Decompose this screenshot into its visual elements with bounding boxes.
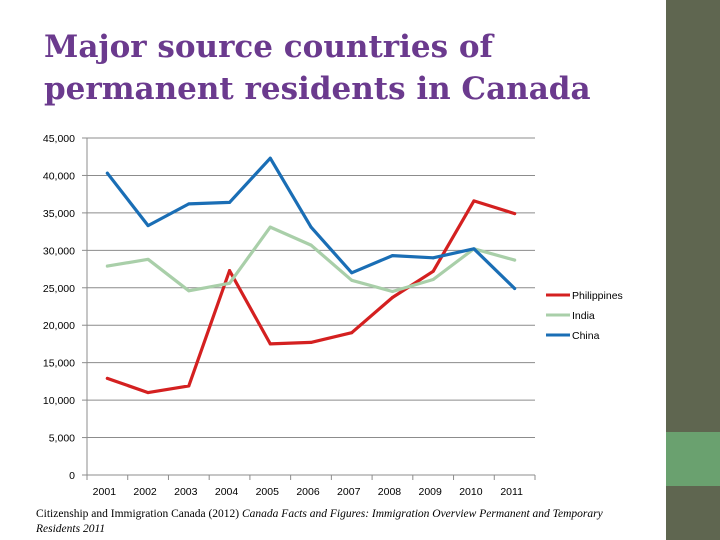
data-point-philippines [472, 199, 476, 203]
data-point-philippines [431, 269, 435, 273]
data-point-china [268, 156, 272, 160]
x-tick-label: 2003 [174, 486, 198, 498]
data-point-china [187, 202, 191, 206]
legend-label-philippines: Philippines [572, 290, 623, 302]
data-point-india [513, 258, 517, 262]
y-tick-label: 0 [69, 470, 75, 482]
x-tick-label: 2007 [337, 486, 361, 498]
data-point-china [350, 271, 354, 275]
data-point-philippines [187, 384, 191, 388]
slide-title: Major source countries of permanent resi… [44, 29, 591, 107]
x-tick-label: 2001 [93, 486, 117, 498]
x-tick-label: 2011 [500, 486, 523, 498]
x-tick-label: 2008 [378, 486, 402, 498]
series-line-china [105, 156, 517, 291]
data-point-philippines [350, 331, 354, 335]
y-tick-label: 20,000 [43, 320, 75, 332]
y-tick-label: 25,000 [43, 283, 75, 295]
data-point-philippines [105, 376, 109, 380]
series-line-philippines [105, 199, 517, 395]
line-chart: 0 5,000 10,000 15,000 20,000 25,000 30,000 35,0… [43, 133, 623, 498]
y-tick-label: 35,000 [43, 208, 75, 220]
data-point-india [228, 281, 232, 285]
data-point-india [309, 243, 313, 247]
data-point-philippines [146, 391, 150, 395]
data-point-philippines [390, 296, 394, 300]
data-point-india [431, 278, 435, 282]
y-tick-label: 30,000 [43, 245, 75, 257]
y-tick-label: 40,000 [43, 170, 75, 182]
data-point-india [268, 225, 272, 229]
x-tick-label: 2006 [296, 486, 320, 498]
x-tick-label: 2010 [459, 486, 483, 498]
data-point-china [431, 256, 435, 260]
data-point-india [146, 257, 150, 261]
citation-work: Canada Facts and Figures: Immigration Ov… [36, 508, 603, 535]
legend-label-china: China [572, 330, 600, 342]
x-tick-label: 2004 [215, 486, 239, 498]
y-tick-label: 10,000 [43, 395, 75, 407]
data-point-india [105, 264, 109, 268]
legend-label-india: India [572, 310, 595, 322]
source-citation: Citizenship and Immigration Canada (2012… [36, 507, 636, 537]
data-point-china [228, 200, 232, 204]
data-point-india [390, 290, 394, 294]
y-tick-label: 15,000 [43, 358, 75, 370]
data-point-china [513, 287, 517, 291]
data-point-china [472, 247, 476, 251]
data-point-philippines [309, 340, 313, 344]
data-point-india [187, 289, 191, 293]
data-point-philippines [268, 342, 272, 346]
x-tick-label: 2005 [256, 486, 280, 498]
data-point-china [390, 254, 394, 258]
y-tick-label: 5,000 [49, 433, 75, 445]
citation-authors: Citizenship and Immigration Canada (2012… [36, 508, 240, 520]
data-point-china [146, 224, 150, 228]
side-accent-block [666, 432, 720, 486]
x-tick-label: 2009 [419, 486, 443, 498]
data-point-china [105, 171, 109, 175]
data-point-china [309, 225, 313, 229]
data-point-india [350, 278, 354, 282]
y-tick-label: 45,000 [43, 133, 75, 145]
x-tick-label: 2002 [133, 486, 157, 498]
data-point-philippines [228, 269, 232, 273]
data-point-philippines [513, 212, 517, 216]
